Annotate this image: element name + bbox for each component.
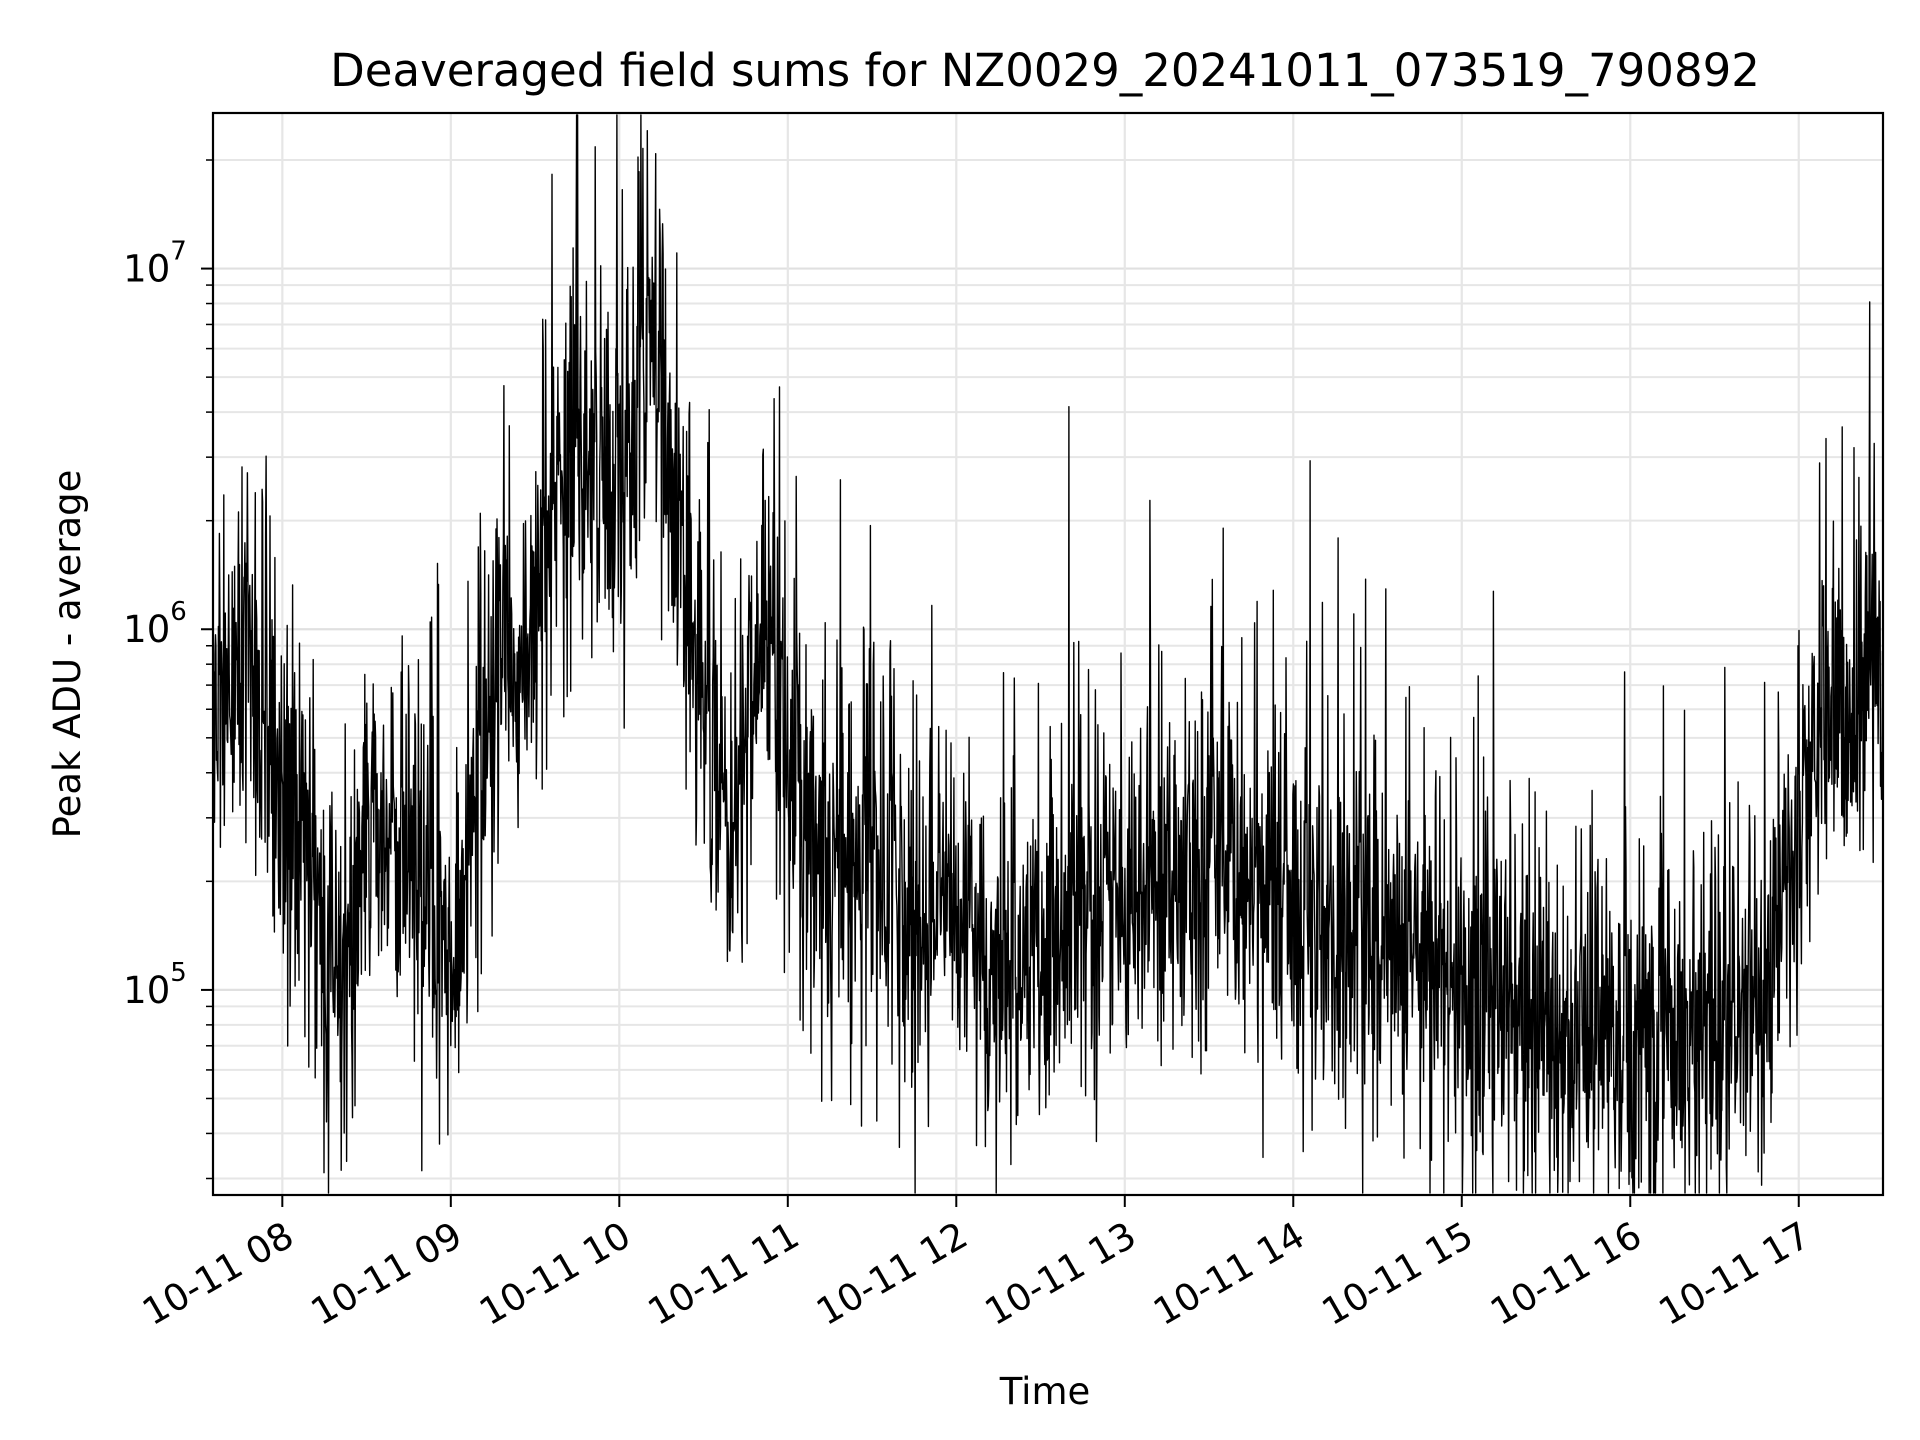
plot-area — [212, 114, 1884, 1194]
y-tick-label: 105 — [123, 958, 187, 1012]
y-axis: 105 106 107 — [123, 159, 213, 1180]
plot-frame — [211, 111, 1885, 1197]
x-axis-label: Time — [999, 1370, 1091, 1413]
y-tick-label: 106 — [123, 597, 187, 651]
y-tick-label: 107 — [123, 237, 187, 291]
y-axis-label: Peak ADU - average — [46, 470, 89, 839]
chart-title: Deaveraged field sums for NZ0029_2024101… — [330, 44, 1760, 97]
series-line — [212, 114, 1884, 1194]
